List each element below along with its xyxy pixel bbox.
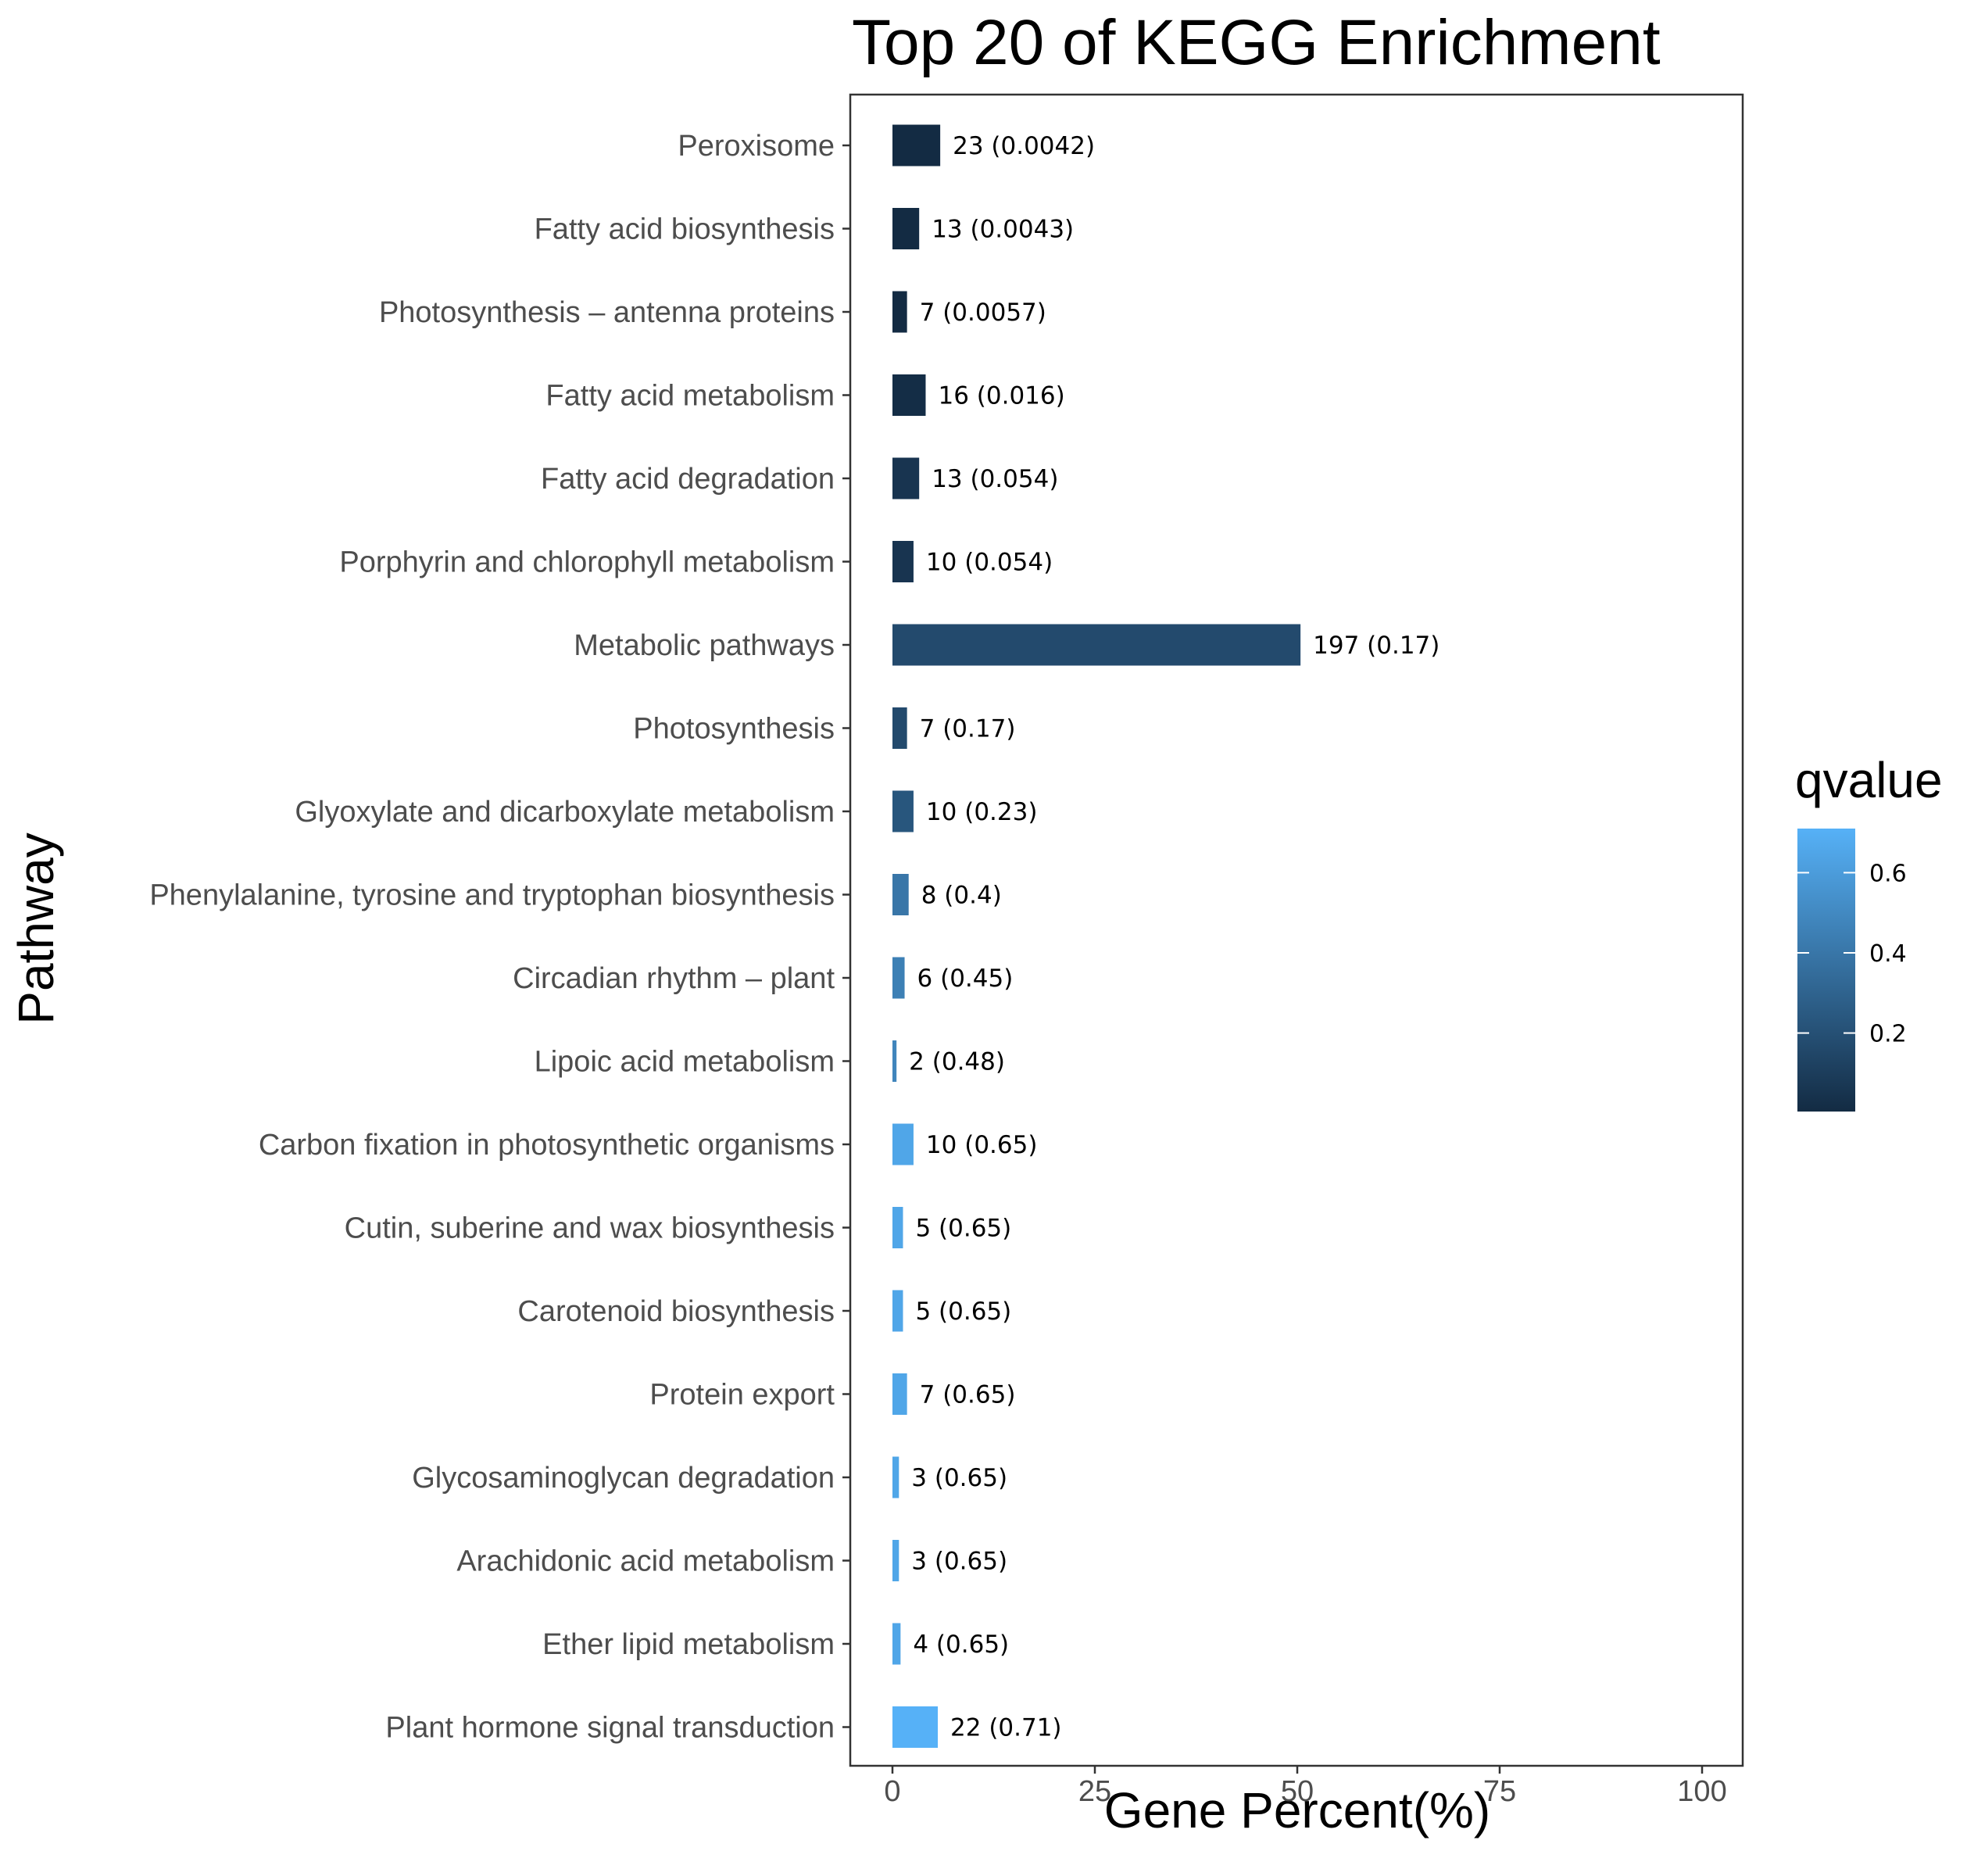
bar bbox=[892, 1456, 899, 1498]
bar-data-label: 10 (0.054) bbox=[926, 549, 1053, 577]
legend-title: qvalue bbox=[1795, 752, 1943, 808]
bar-data-label: 3 (0.65) bbox=[911, 1548, 1007, 1576]
bar-data-label: 5 (0.65) bbox=[915, 1298, 1011, 1326]
bar bbox=[892, 707, 907, 749]
bar-data-label: 7 (0.0057) bbox=[920, 299, 1046, 327]
category-label: Glycosaminoglycan degradation bbox=[412, 1462, 835, 1495]
category-label: Glyoxylate and dicarboxylate metabolism bbox=[295, 796, 835, 829]
category-label: Metabolic pathways bbox=[574, 629, 835, 662]
bar bbox=[892, 1207, 903, 1248]
bar bbox=[892, 1290, 903, 1332]
chart-title: Top 20 of KEGG Enrichment bbox=[852, 7, 1661, 78]
x-axis-ticks: 0 25 50 75 100 bbox=[884, 1766, 1727, 1808]
category-label: Cutin, suberine and wax biosynthesis bbox=[345, 1212, 835, 1245]
bar bbox=[892, 1040, 897, 1082]
category-labels: Peroxisome Fatty acid biosynthesis Photosy… bbox=[149, 130, 850, 1745]
bar bbox=[892, 874, 909, 915]
legend-tick-label: 0.6 bbox=[1869, 860, 1907, 887]
plot-panel bbox=[849, 93, 1744, 1767]
bar bbox=[892, 1373, 907, 1415]
bar-data-label: 13 (0.054) bbox=[932, 465, 1058, 493]
category-label: Photosynthesis – antenna proteins bbox=[379, 296, 835, 329]
bar-data-label: 7 (0.17) bbox=[920, 715, 1016, 743]
category-label: Photosynthesis bbox=[633, 713, 835, 746]
bar-data-label: 22 (0.71) bbox=[950, 1714, 1062, 1742]
bar bbox=[892, 790, 914, 832]
bars-group: 23 (0.0042) 13 (0.0043) 7 (0.0057) 16 (0.01… bbox=[892, 124, 1439, 1748]
bar-data-label: 197 (0.17) bbox=[1313, 632, 1439, 660]
x-axis-title: Gene Percent(%) bbox=[1104, 1782, 1490, 1838]
category-label: Fatty acid biosynthesis bbox=[535, 213, 835, 246]
qvalue-legend: qvalue 0.2 0.4 0.6 bbox=[1795, 752, 1943, 1112]
category-label: Porphyrin and chlorophyll metabolism bbox=[339, 546, 835, 579]
category-label: Peroxisome bbox=[678, 130, 835, 163]
bar bbox=[892, 1623, 901, 1665]
category-label: Carbon fixation in photosynthetic organi… bbox=[259, 1129, 835, 1162]
bar-data-label: 7 (0.65) bbox=[920, 1381, 1016, 1409]
x-tick-label: 50 bbox=[1281, 1775, 1314, 1808]
bar-data-label: 5 (0.65) bbox=[915, 1215, 1011, 1243]
bar-data-label: 8 (0.4) bbox=[921, 882, 1002, 910]
bar-data-label: 4 (0.65) bbox=[913, 1631, 1009, 1659]
bar bbox=[892, 457, 920, 499]
bar bbox=[892, 1540, 899, 1581]
category-label: Plant hormone signal transduction bbox=[385, 1712, 835, 1745]
category-label: Ether lipid metabolism bbox=[542, 1628, 835, 1661]
bar bbox=[892, 291, 907, 333]
bar-data-label: 6 (0.45) bbox=[917, 965, 1014, 993]
bar-data-label: 2 (0.48) bbox=[909, 1048, 1005, 1076]
bar-data-label: 23 (0.0042) bbox=[953, 132, 1095, 160]
legend-colorbar bbox=[1797, 829, 1855, 1112]
category-label: Protein export bbox=[649, 1379, 835, 1412]
bar bbox=[892, 1123, 914, 1165]
bar bbox=[892, 208, 920, 249]
bar-data-label: 3 (0.65) bbox=[911, 1464, 1007, 1492]
bar bbox=[892, 124, 941, 166]
category-label: Fatty acid metabolism bbox=[545, 380, 835, 413]
category-label: Arachidonic acid metabolism bbox=[456, 1545, 835, 1578]
y-axis-title: Pathway bbox=[8, 832, 64, 1024]
bar bbox=[892, 541, 914, 582]
bar-data-label: 16 (0.016) bbox=[938, 382, 1064, 410]
category-label: Phenylalanine, tyrosine and tryptophan b… bbox=[149, 879, 835, 912]
bar bbox=[892, 1706, 939, 1748]
category-label: Fatty acid degradation bbox=[541, 463, 835, 496]
bar bbox=[892, 374, 926, 416]
bar-data-label: 10 (0.65) bbox=[926, 1131, 1038, 1159]
bar-data-label: 13 (0.0043) bbox=[932, 216, 1074, 244]
x-tick-label: 0 bbox=[884, 1775, 900, 1808]
x-tick-label: 75 bbox=[1483, 1775, 1516, 1808]
legend-tick-label: 0.2 bbox=[1869, 1021, 1907, 1048]
x-tick-label: 100 bbox=[1677, 1775, 1726, 1808]
category-label: Carotenoid biosynthesis bbox=[517, 1295, 835, 1328]
x-tick-label: 25 bbox=[1078, 1775, 1111, 1808]
legend-ticks: 0.2 0.4 0.6 bbox=[1797, 860, 1907, 1048]
category-label: Lipoic acid metabolism bbox=[535, 1046, 835, 1079]
legend-tick-label: 0.4 bbox=[1869, 940, 1907, 968]
category-label: Circadian rhythm – plant bbox=[513, 962, 835, 995]
bar-data-label: 10 (0.23) bbox=[926, 798, 1038, 826]
bar bbox=[892, 624, 1301, 666]
bar bbox=[892, 957, 905, 999]
